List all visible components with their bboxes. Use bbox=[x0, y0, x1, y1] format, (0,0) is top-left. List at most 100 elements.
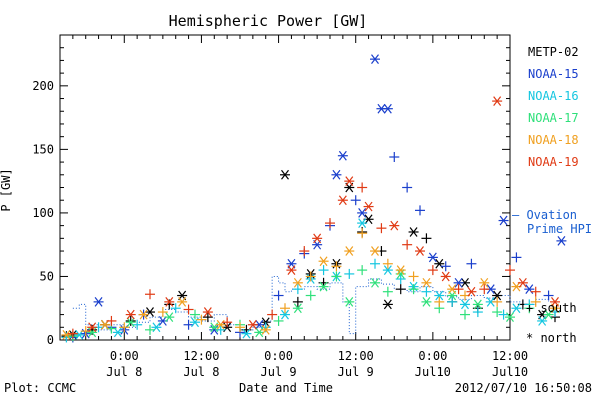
data-point-north bbox=[492, 290, 503, 301]
data-point-north bbox=[421, 297, 432, 307]
data-point-north bbox=[292, 277, 303, 288]
data-point-south bbox=[318, 265, 329, 276]
data-point-south bbox=[119, 322, 130, 333]
data-point-south bbox=[505, 265, 515, 276]
data-point-north bbox=[389, 220, 400, 231]
data-point-north bbox=[331, 169, 342, 180]
data-point-south bbox=[183, 304, 194, 315]
data-point-south bbox=[350, 195, 361, 206]
data-point-north bbox=[247, 319, 258, 330]
x-tick-label-time: 0:00 bbox=[264, 349, 293, 363]
data-point-north bbox=[138, 309, 149, 320]
data-point-south bbox=[408, 284, 419, 295]
data-point-south bbox=[299, 246, 310, 257]
data-point-south bbox=[543, 290, 554, 301]
data-point-north bbox=[337, 150, 348, 161]
data-point-north bbox=[125, 309, 136, 320]
data-point-north bbox=[382, 299, 393, 310]
data-point-south bbox=[357, 182, 368, 193]
data-point-south bbox=[196, 314, 207, 325]
data-point-north bbox=[370, 246, 380, 256]
footer-left: Plot: CCMC bbox=[4, 381, 76, 395]
data-point-north bbox=[479, 277, 490, 288]
data-point-north bbox=[344, 246, 355, 256]
data-point-north bbox=[363, 201, 374, 212]
data-point-north bbox=[286, 258, 297, 269]
data-point-south bbox=[170, 303, 181, 314]
data-point-south bbox=[145, 324, 155, 335]
data-point-south bbox=[190, 309, 200, 320]
data-point-south bbox=[125, 315, 136, 326]
y-tick-label: 100 bbox=[32, 206, 54, 220]
data-point-south bbox=[305, 271, 316, 282]
data-point-north bbox=[472, 299, 483, 310]
data-point-south bbox=[530, 296, 541, 307]
legend-entry: METP-02 bbox=[528, 45, 579, 59]
plot-area-frame bbox=[59, 34, 511, 341]
ovation-legend: — Ovation Prime HPI bbox=[512, 208, 592, 236]
data-point-north bbox=[498, 215, 509, 226]
data-point-north bbox=[408, 227, 419, 237]
data-point-north bbox=[93, 297, 104, 307]
data-point-south bbox=[524, 303, 535, 314]
data-point-north bbox=[370, 54, 380, 65]
data-point-north bbox=[517, 277, 528, 288]
data-point-north bbox=[537, 316, 548, 326]
data-point-north bbox=[125, 317, 136, 328]
data-point-north bbox=[460, 299, 470, 310]
data-point-south bbox=[395, 274, 406, 284]
data-point-north bbox=[177, 297, 188, 307]
data-point-north bbox=[543, 309, 554, 320]
data-point-north bbox=[337, 195, 348, 206]
data-point-north bbox=[453, 277, 464, 288]
data-point-north bbox=[318, 256, 329, 267]
data-point-south bbox=[376, 223, 387, 234]
ovation-legend-line1: — Ovation bbox=[512, 208, 577, 222]
y-axis-label: P [GW] bbox=[0, 168, 13, 211]
data-point-north bbox=[382, 103, 393, 114]
data-point-north bbox=[318, 281, 329, 292]
marker-legend-entry: + south bbox=[526, 301, 577, 315]
x-tick-label-date: Jul10 bbox=[415, 365, 451, 379]
legend-entry: NOAA-18 bbox=[528, 133, 579, 147]
data-point-north bbox=[421, 277, 432, 288]
y-tick-label: 150 bbox=[32, 142, 54, 156]
data-point-south bbox=[331, 271, 342, 282]
x-tick-label-time: 0:00 bbox=[110, 349, 139, 363]
data-point-south bbox=[273, 315, 284, 326]
marker-layer bbox=[61, 54, 567, 343]
data-point-north bbox=[382, 265, 393, 275]
data-point-north bbox=[241, 328, 252, 339]
data-point-south bbox=[453, 284, 464, 295]
data-point-south bbox=[235, 322, 245, 333]
data-point-south bbox=[447, 296, 458, 307]
x-tick-label-date: Jul10 bbox=[492, 365, 528, 379]
data-point-north bbox=[87, 322, 98, 333]
data-point-south bbox=[479, 284, 490, 295]
data-point-north bbox=[556, 236, 567, 246]
data-point-south bbox=[511, 252, 522, 263]
data-point-north bbox=[260, 324, 271, 335]
y-axis: 0 50 100 150 200 bbox=[32, 47, 510, 347]
marker-legend-entry: * north bbox=[526, 331, 577, 345]
data-point-south bbox=[492, 296, 503, 307]
x-tick-label-date: Jul 8 bbox=[183, 365, 219, 379]
data-point-south bbox=[402, 182, 413, 193]
data-point-north bbox=[280, 309, 290, 320]
data-point-south bbox=[427, 265, 438, 276]
data-point-south bbox=[434, 296, 445, 307]
x-tick-label-time: 0:00 bbox=[418, 349, 447, 363]
data-point-south bbox=[395, 284, 406, 295]
data-point-south bbox=[325, 218, 335, 229]
data-point-south bbox=[222, 317, 233, 328]
data-point-south bbox=[267, 309, 278, 320]
data-point-south bbox=[382, 258, 393, 269]
data-point-north bbox=[357, 208, 368, 218]
x-tick-label-date: Jul 9 bbox=[261, 365, 297, 379]
data-point-north bbox=[312, 233, 323, 244]
legend-entry: NOAA-15 bbox=[528, 67, 579, 81]
data-point-north bbox=[415, 246, 425, 256]
data-point-south bbox=[132, 319, 143, 330]
data-point-north bbox=[177, 290, 188, 301]
